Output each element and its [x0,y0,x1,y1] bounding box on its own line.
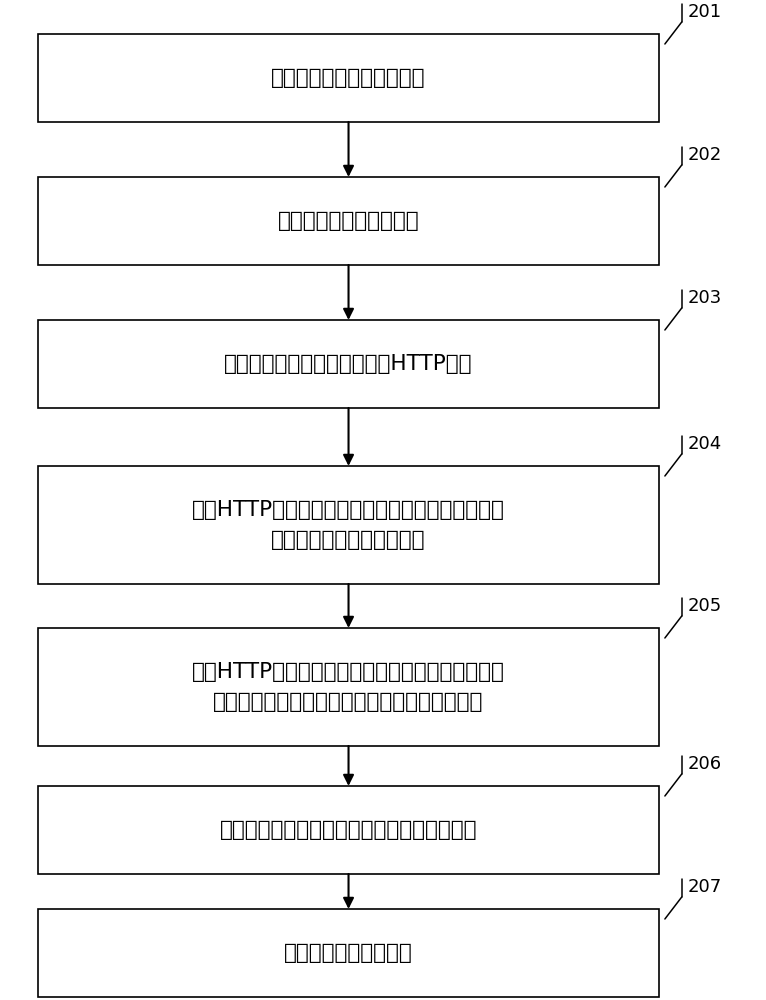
Bar [38,34,659,122]
Text: 从恶意软件的网络流量中提取HTTP消息: 从恶意软件的网络流量中提取HTTP消息 [224,354,473,374]
Text: 202: 202 [688,146,722,164]
Text: 201: 201 [688,3,722,21]
Text: 207: 207 [688,878,722,896]
Text: 206: 206 [688,755,722,773]
Bar [38,909,659,997]
Text: 利用签名检测恶意软件: 利用签名检测恶意软件 [284,943,413,963]
Text: 205: 205 [688,597,722,615]
Text: 204: 204 [688,435,722,453]
Bar [38,177,659,265]
Text: 基于HTTP消息的内容特征对第一聚类结果中的每一
类恶意软件进行细粒度聚类，得到第二聚类结果: 基于HTTP消息的内容特征对第一聚类结果中的每一 类恶意软件进行细粒度聚类，得到… [192,662,505,712]
Text: 获取恶意软件的网络流量: 获取恶意软件的网络流量 [278,211,419,231]
Bar [38,786,659,874]
Text: 基于HTTP消息的统计特征对多个恶意软件进行粗粒
度聚类，得到第一聚类结果: 基于HTTP消息的统计特征对多个恶意软件进行粗粒 度聚类，得到第一聚类结果 [192,500,505,550]
Text: 选取多个恶意软件用于聚类: 选取多个恶意软件用于聚类 [271,68,426,88]
Text: 为第二聚类结果中的每一类恶意软件生成签名: 为第二聚类结果中的每一类恶意软件生成签名 [220,820,477,840]
Bar [38,466,659,584]
Bar [38,320,659,408]
Text: 203: 203 [688,289,722,307]
Bar [38,628,659,746]
